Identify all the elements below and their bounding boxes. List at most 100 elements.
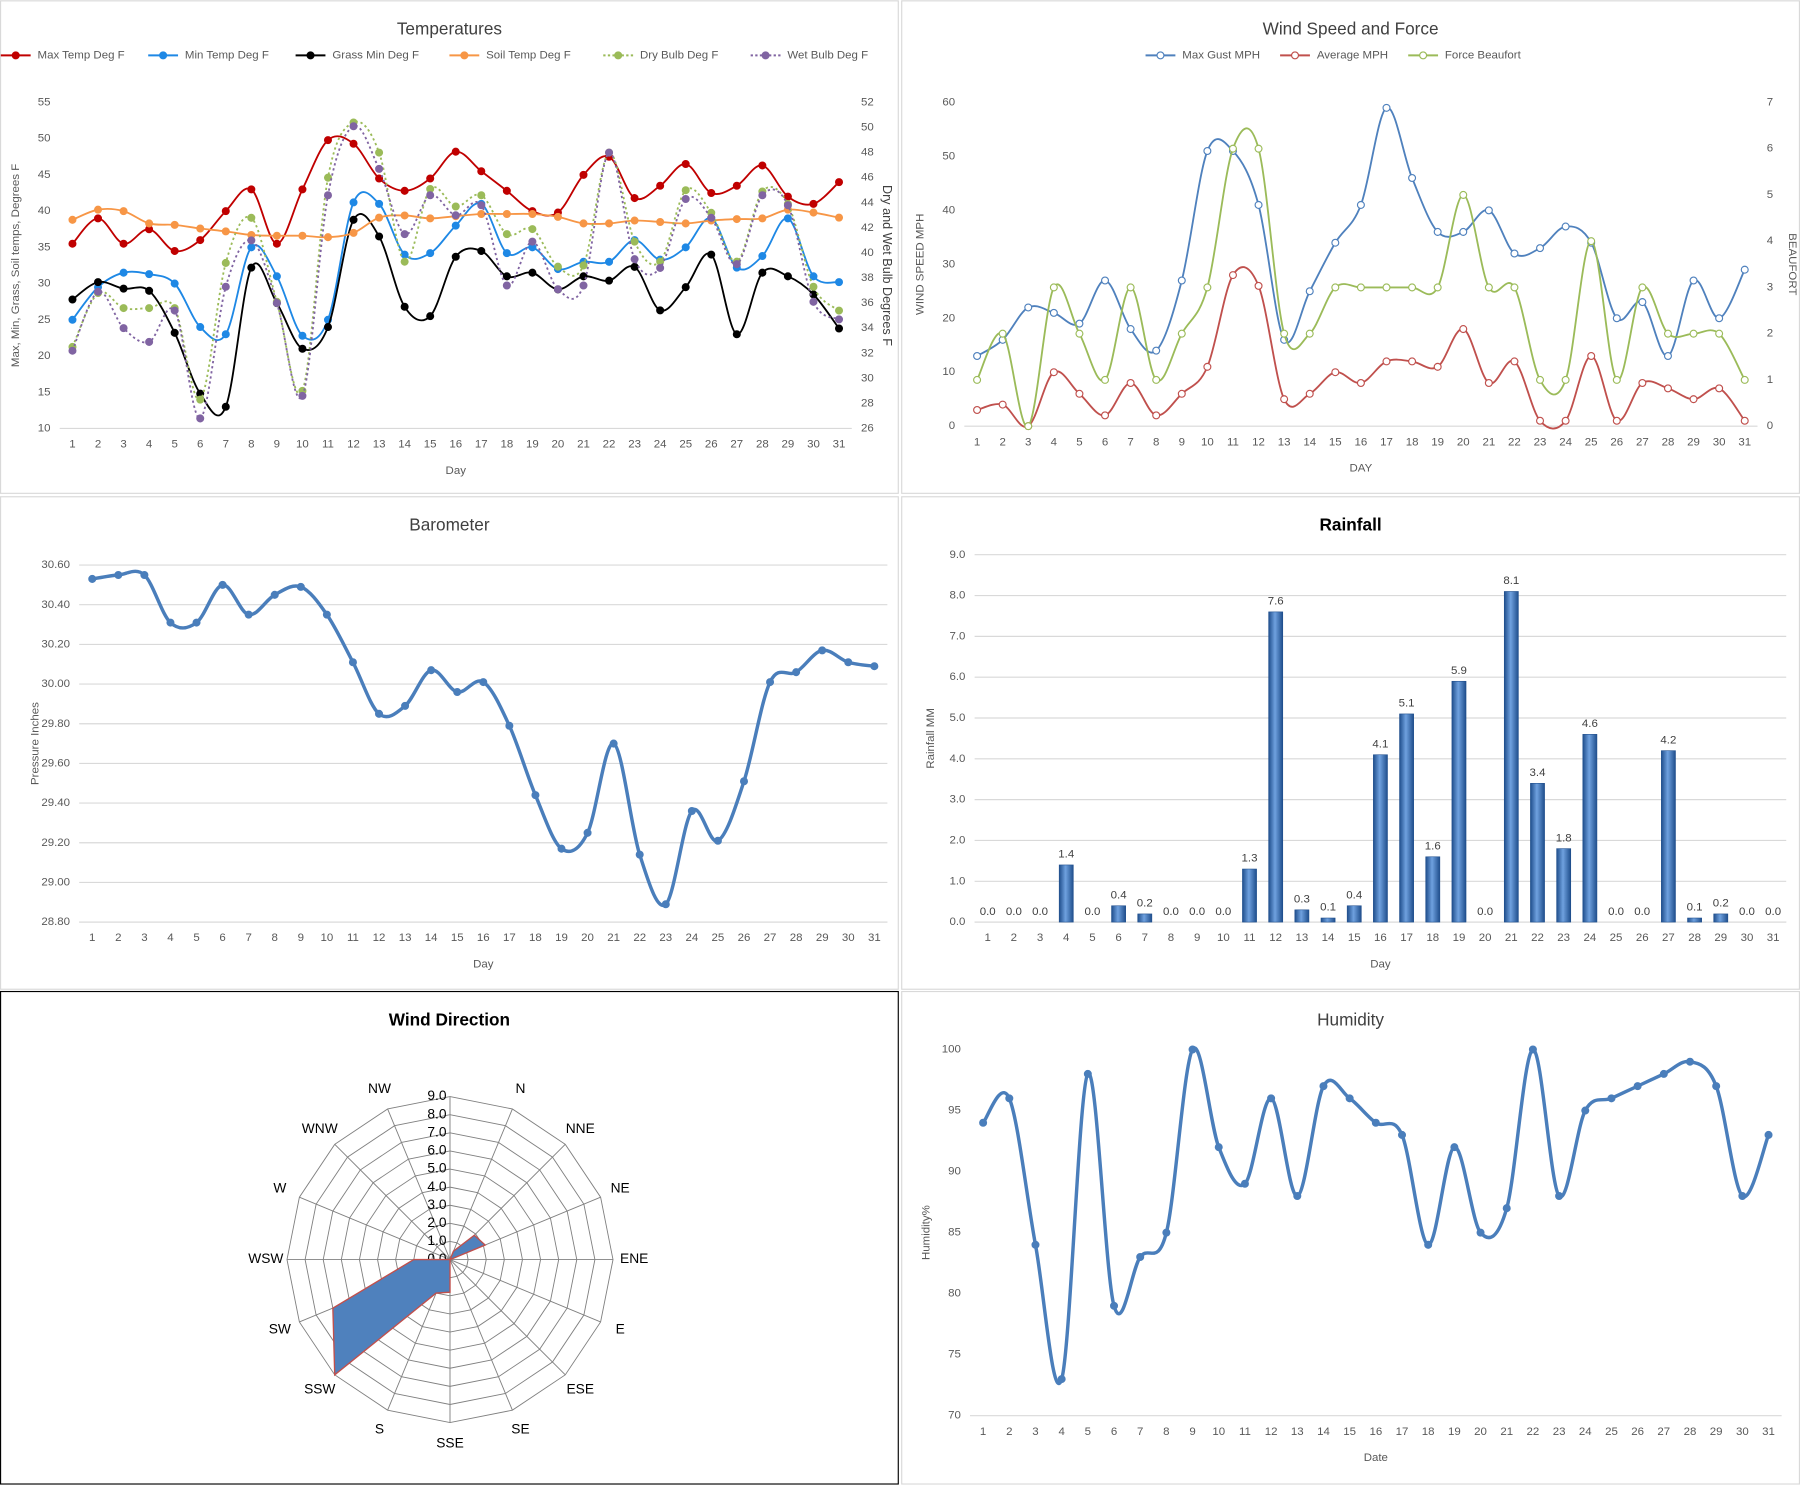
point — [1382, 283, 1391, 292]
x-tick-label: 22 — [633, 932, 646, 944]
data-label: 1.8 — [1556, 832, 1572, 844]
point — [661, 900, 670, 909]
x-axis-label: Day — [446, 465, 467, 477]
point — [1214, 1143, 1223, 1152]
x-tick-label: 3 — [141, 932, 147, 944]
point — [272, 299, 281, 308]
point — [145, 270, 154, 279]
x-tick-label: 14 — [398, 439, 411, 451]
point — [221, 207, 230, 216]
point — [553, 285, 562, 294]
chart-title: Wind Direction — [389, 1009, 510, 1029]
x-tick-label: 12 — [1252, 436, 1265, 448]
point — [349, 122, 358, 131]
point — [1254, 281, 1263, 290]
point — [1502, 1204, 1511, 1213]
x-tick-label: 2 — [115, 932, 121, 944]
x-tick-label: 6 — [197, 439, 203, 451]
x-tick-label: 23 — [1557, 932, 1570, 944]
data-label: 0.3 — [1294, 894, 1310, 906]
point — [1764, 1130, 1773, 1139]
point — [221, 227, 230, 236]
x-tick-label: 13 — [399, 932, 412, 944]
point — [1450, 1143, 1459, 1152]
point — [1356, 200, 1365, 209]
x-tick-label: 3 — [1025, 436, 1031, 448]
point — [605, 276, 614, 285]
point — [170, 328, 179, 337]
x-tick-label: 14 — [1303, 436, 1316, 448]
point — [630, 262, 639, 271]
legend-marker — [614, 51, 623, 60]
point — [739, 777, 749, 786]
point — [732, 330, 741, 339]
x-tick-label: 9 — [1189, 1426, 1195, 1438]
legend-label: Grass Min Deg F — [332, 49, 419, 61]
x-tick-label: 17 — [475, 439, 488, 451]
point — [502, 281, 511, 290]
bar — [1503, 591, 1519, 923]
point — [140, 570, 149, 580]
point — [1254, 200, 1263, 209]
point — [1408, 283, 1417, 292]
x-tick-label: 22 — [1508, 436, 1521, 448]
point — [1561, 375, 1570, 384]
point — [375, 148, 384, 157]
point — [145, 219, 154, 228]
y2-tick-label: 7 — [1767, 96, 1773, 108]
y2-tick-label: 52 — [861, 96, 874, 108]
x-tick-label: 8 — [1163, 1426, 1169, 1438]
point — [166, 618, 175, 627]
x-tick-label: 24 — [1579, 1426, 1592, 1438]
y-tick-label: 50 — [942, 150, 955, 162]
y2-tick-label: 34 — [861, 322, 874, 334]
point — [170, 306, 179, 315]
bar — [1687, 917, 1702, 923]
x-tick-label: 8 — [1153, 436, 1159, 448]
data-label: 5.1 — [1399, 698, 1415, 710]
point — [783, 214, 792, 223]
point — [1685, 1057, 1695, 1066]
x-tick-label: 23 — [1534, 436, 1547, 448]
y-tick-label: 60 — [942, 96, 955, 108]
y-tick-label: 30.00 — [41, 678, 70, 690]
x-tick-label: 19 — [1431, 436, 1444, 448]
y-tick-label: 40 — [942, 204, 955, 216]
point — [579, 170, 588, 179]
point — [94, 287, 103, 296]
point — [323, 136, 333, 145]
point — [1240, 1179, 1249, 1188]
point — [68, 215, 77, 224]
x-tick-label: 8 — [272, 932, 278, 944]
radar-spoke — [449, 1259, 513, 1411]
point — [687, 806, 696, 816]
data-label: 8.1 — [1503, 575, 1519, 587]
data-label: 4.1 — [1372, 738, 1388, 750]
x-tick-label: 14 — [1322, 932, 1335, 944]
point — [1049, 368, 1058, 377]
y-tick-label: 55 — [38, 96, 51, 108]
point — [809, 272, 818, 281]
point — [579, 219, 588, 228]
point — [426, 174, 435, 183]
point — [1581, 1106, 1590, 1115]
x-tick-label: 11 — [1227, 436, 1239, 448]
point — [1126, 325, 1135, 334]
point — [1101, 411, 1110, 420]
x-axis-label: DAY — [1350, 463, 1373, 475]
point — [1203, 362, 1212, 371]
data-label: 0.1 — [1687, 902, 1703, 914]
point — [196, 224, 205, 233]
point — [349, 215, 358, 224]
x-tick-label: 27 — [1636, 436, 1649, 448]
x-tick-label: 17 — [1380, 436, 1393, 448]
point — [348, 658, 357, 667]
point — [758, 214, 767, 223]
point — [426, 214, 435, 223]
radar-spoke — [299, 1196, 451, 1261]
legend-label: Dry Bulb Deg F — [640, 49, 718, 61]
x-tick-label: 18 — [1422, 1426, 1435, 1438]
point — [170, 246, 179, 255]
point — [1305, 389, 1314, 398]
x-tick-label: 6 — [1115, 932, 1121, 944]
